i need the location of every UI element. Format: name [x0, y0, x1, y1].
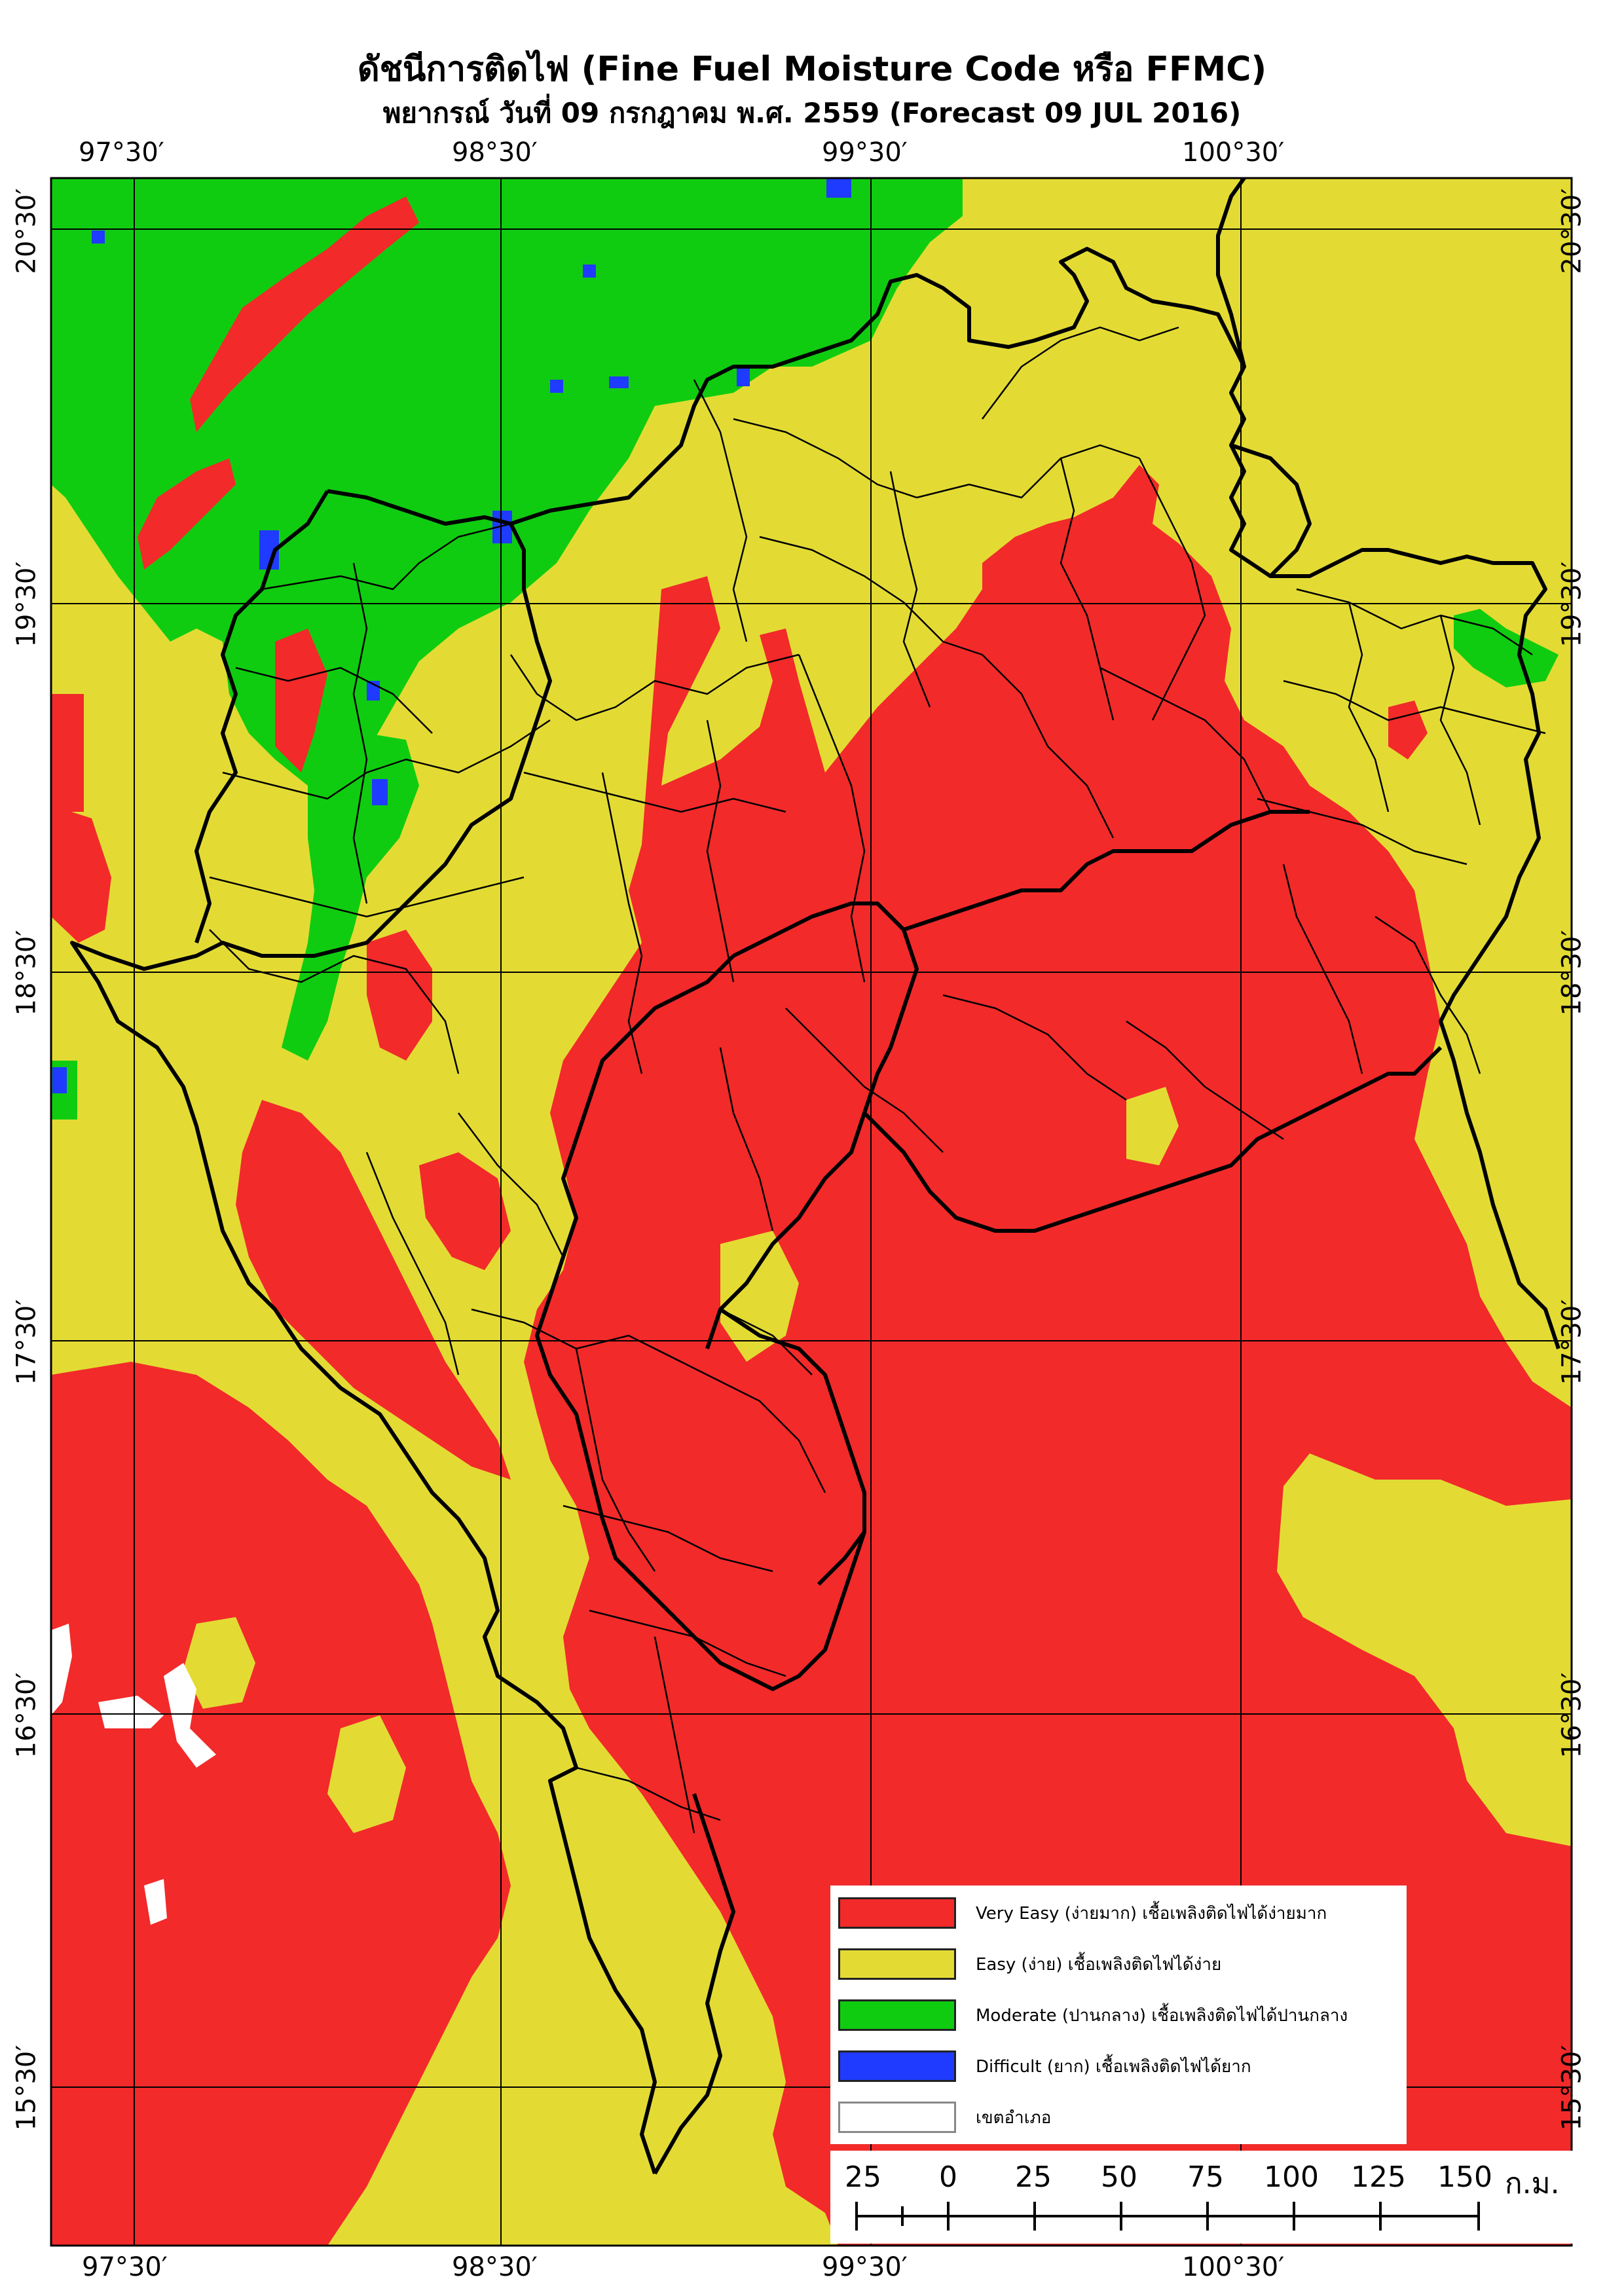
lat-label-right-1: 20°30′	[1557, 188, 1587, 274]
legend-swatch-easy	[838, 1948, 956, 1980]
lat-label-right-5: 16°30′	[1557, 1672, 1587, 1758]
lat-label-left-6: 15°30′	[11, 2045, 42, 2131]
easy-islands	[183, 1087, 1572, 2043]
scale-bar-ruler	[855, 2202, 1480, 2231]
legend-item-moderate: Moderate (ปานกลาง) เชื้อเพลิงติดไฟได้ปาน…	[830, 1988, 1407, 2039]
scale-tick-label: 150	[1437, 2160, 1492, 2194]
legend-item-district: เขตอำเภอ	[830, 2090, 1407, 2141]
scale-tick-label: 0	[939, 2160, 957, 2194]
scale-tick-label: 50	[1101, 2160, 1137, 2194]
legend-label-moderate: Moderate (ปานกลาง) เชื้อเพลิงติดไฟได้ปาน…	[976, 2006, 1348, 2026]
scale-bar: 25 0 25 50 75 100 125 150 ก.ม.	[830, 2151, 1583, 2244]
lon-label-bottom-2: 98°30′	[452, 2252, 538, 2282]
map-frame	[50, 177, 1573, 2247]
lat-label-left-5: 16°30′	[11, 1672, 42, 1758]
legend-item-difficult: Difficult (ยาก) เชื้อเพลิงติดไฟได้ยาก	[830, 2039, 1407, 2090]
lat-label-right-6: 15°30′	[1557, 2045, 1587, 2131]
scale-tick-label: 75	[1187, 2160, 1224, 2194]
scale-tick-label: 25	[1015, 2160, 1052, 2194]
lon-label-top-2: 98°30′	[452, 137, 538, 168]
lon-label-bottom-4: 100°30′	[1182, 2252, 1285, 2282]
legend-item-easy: Easy (ง่าย) เชื้อเพลิงติดไฟได้ง่าย	[830, 1937, 1407, 1988]
lon-label-bottom-1: 97°30′	[82, 2252, 168, 2282]
map-title: ดัชนีการติดไฟ (Fine Fuel Moisture Code ห…	[357, 50, 1267, 89]
legend-swatch-difficult	[838, 2050, 956, 2082]
scale-tick-label: 25	[845, 2160, 881, 2194]
lat-label-left-1: 20°30′	[11, 188, 42, 274]
lat-label-left-3: 18°30′	[11, 930, 42, 1016]
scale-unit-label: ก.ม.	[1505, 2167, 1560, 2200]
lat-label-left-4: 17°30′	[11, 1299, 42, 1385]
province-boundaries	[70, 178, 1560, 2175]
lon-label-top-4: 100°30′	[1182, 137, 1285, 168]
scale-bar-lines	[855, 2202, 1480, 2231]
difficult-zones	[52, 178, 851, 1093]
lat-label-right-3: 18°30′	[1557, 930, 1587, 1016]
district-boundaries	[209, 326, 1546, 1834]
lon-label-top-3: 99°30′	[822, 137, 908, 168]
map-legend: Very Easy (ง่ายมาก) เชื้อเพลิงติดไฟได้ง่…	[830, 1886, 1407, 2144]
legend-label-very-easy: Very Easy (ง่ายมาก) เชื้อเพลิงติดไฟได้ง่…	[976, 1904, 1327, 1923]
legend-label-district: เขตอำเภอ	[976, 2108, 1052, 2128]
lat-label-right-2: 19°30′	[1557, 561, 1587, 647]
lat-label-left-2: 19°30′	[11, 561, 42, 647]
map-title-block: ดัชนีการติดไฟ (Fine Fuel Moisture Code ห…	[0, 46, 1624, 134]
map-subtitle: พยากรณ์ วันที่ 09 กรกฎาคม พ.ศ. 2559 (For…	[382, 97, 1242, 129]
sea-areas	[51, 1624, 216, 1925]
lon-label-top-1: 97°30′	[79, 137, 164, 168]
lon-label-bottom-3: 99°30′	[822, 2252, 908, 2282]
legend-swatch-district	[838, 2102, 956, 2133]
lat-label-right-4: 17°30′	[1557, 1299, 1587, 1385]
legend-label-difficult: Difficult (ยาก) เชื้อเพลิงติดไฟได้ยาก	[976, 2057, 1251, 2077]
legend-item-very-easy: Very Easy (ง่ายมาก) เชื้อเพลิงติดไฟได้ง่…	[830, 1886, 1407, 1937]
scale-tick-label: 100	[1264, 2160, 1319, 2194]
very-easy-zones	[51, 196, 1572, 2246]
legend-swatch-moderate	[838, 1999, 956, 2031]
legend-swatch-very-easy	[838, 1897, 956, 1929]
scale-tick-label: 125	[1351, 2160, 1406, 2194]
legend-label-easy: Easy (ง่าย) เชื้อเพลิงติดไฟได้ง่าย	[976, 1955, 1222, 1975]
